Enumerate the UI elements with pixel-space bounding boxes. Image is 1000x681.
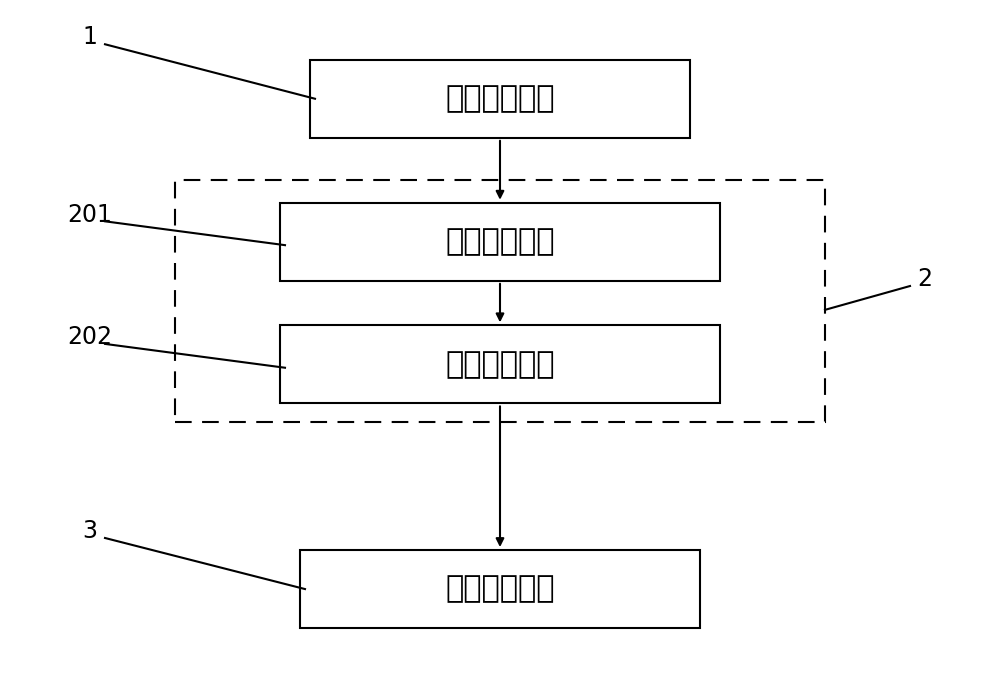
Text: 202: 202 xyxy=(68,325,112,349)
Bar xyxy=(280,203,720,281)
Bar xyxy=(310,60,690,138)
Bar xyxy=(300,550,700,628)
Text: 第一绘制模块: 第一绘制模块 xyxy=(445,350,555,379)
Text: 1: 1 xyxy=(83,25,97,50)
Text: 压力修正模块: 压力修正模块 xyxy=(445,575,555,603)
Text: 第一获取模块: 第一获取模块 xyxy=(445,84,555,113)
Bar xyxy=(175,180,825,422)
Text: 第一调节模块: 第一调节模块 xyxy=(445,227,555,256)
Text: 3: 3 xyxy=(82,519,98,543)
Text: 201: 201 xyxy=(68,202,112,227)
Text: 2: 2 xyxy=(918,267,932,291)
Bar xyxy=(280,326,720,403)
